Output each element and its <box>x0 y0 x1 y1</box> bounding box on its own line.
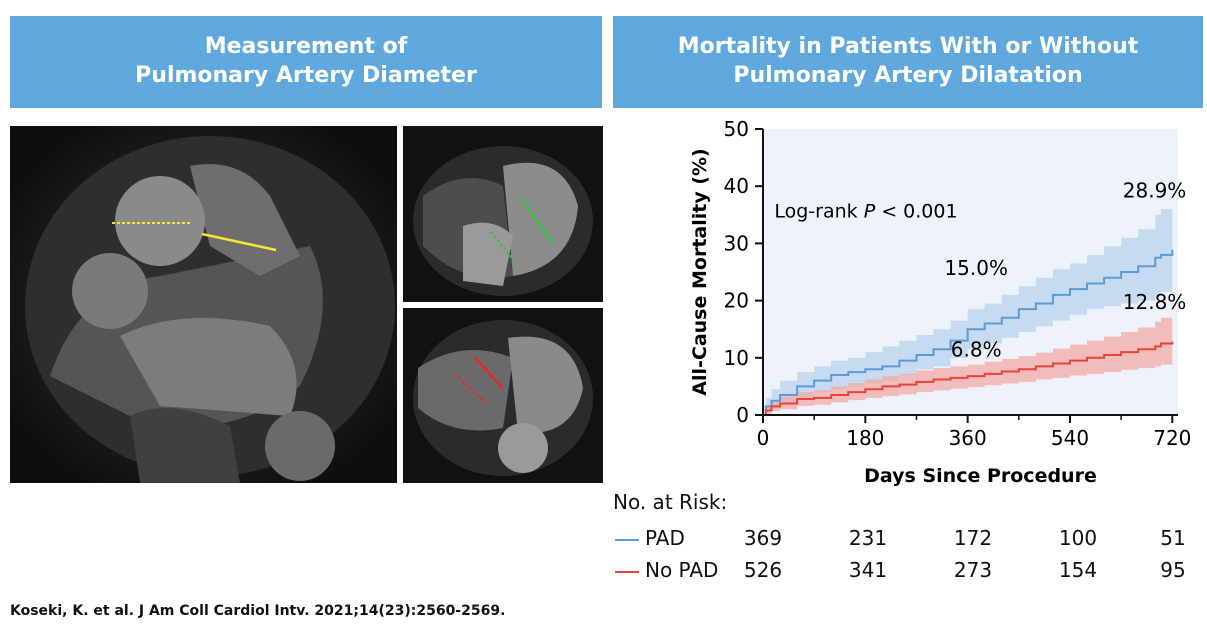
annotation-prefix: Log-rank <box>774 201 863 223</box>
annotation-p: P <box>864 201 876 223</box>
risk-row-no-pad: No PAD 526 341 273 154 95 <box>613 556 1203 586</box>
no-pad-legend-line <box>615 571 639 573</box>
risk-row-pad: PAD 369 231 172 100 51 <box>613 524 1203 554</box>
log-rank-annotation: Log-rank P < 0.001 <box>774 201 957 223</box>
no-pad-dotted-arrow <box>454 373 488 405</box>
point-label: 15.0% <box>944 256 1008 280</box>
y-tick-label: 40 <box>724 174 749 198</box>
risk-value: 95 <box>1160 558 1186 582</box>
citation: Koseki, K. et al. J Am Coll Cardiol Intv… <box>10 603 506 619</box>
y-axis-label: All-Cause Mortality (%) <box>689 148 711 395</box>
x-tick-label: 0 <box>757 426 770 450</box>
x-axis-label: Days Since Procedure <box>864 465 1097 487</box>
pad-dotted-arrow <box>490 231 516 263</box>
y-tick-label: 20 <box>724 289 749 313</box>
risk-value: 154 <box>1058 558 1098 582</box>
risk-value: 100 <box>1058 526 1098 550</box>
x-tick-label: 180 <box>846 426 884 450</box>
risk-value: 369 <box>743 526 783 550</box>
annotation-suffix: < 0.001 <box>875 201 957 223</box>
right-panel-banner: Mortality in Patients With or Without Pu… <box>613 16 1203 108</box>
left-banner-line-2: Pulmonary Artery Diameter <box>135 63 477 88</box>
pad-legend-line <box>615 539 639 541</box>
point-label: 12.8% <box>1123 290 1187 314</box>
x-tick-label: 720 <box>1153 426 1191 450</box>
risk-row-label: No PAD <box>645 558 719 582</box>
point-label: 6.8% <box>951 338 1002 362</box>
pad-confidence-band <box>763 206 1173 415</box>
point-label: 28.9% <box>1123 179 1187 203</box>
no-pad-solid-arrow <box>474 357 504 389</box>
pad-solid-arrow <box>519 197 555 245</box>
x-tick-label: 360 <box>949 426 987 450</box>
right-banner-line-1: Mortality in Patients With or Without <box>677 34 1139 60</box>
ct-axial-scan <box>10 126 397 483</box>
left-banner-line-1: Measurement of <box>204 34 408 60</box>
risk-value: 273 <box>953 558 993 582</box>
ct-four-chamber-scan-no-pad <box>403 308 603 483</box>
pad-survival-line <box>763 249 1174 416</box>
no-pad-survival-line <box>763 341 1174 416</box>
y-tick-label: 0 <box>736 403 749 427</box>
risk-value: 172 <box>953 526 993 550</box>
y-tick-label: 50 <box>724 117 749 141</box>
x-tick-label: 540 <box>1051 426 1089 450</box>
number-at-risk-table: No. at Risk: PAD 369 231 172 100 51 No P… <box>613 490 1203 590</box>
risk-value: 231 <box>848 526 888 550</box>
left-panel-banner: Measurement of Pulmonary Artery Diameter <box>10 16 602 108</box>
risk-value: 341 <box>848 558 888 582</box>
y-tick-label: 10 <box>724 346 749 370</box>
risk-value: 51 <box>1160 526 1186 550</box>
y-tick-label: 30 <box>724 231 749 255</box>
mortality-chart: 0 10 20 30 40 50 0 180 360 540 720 Log-rank P < 0.… <box>689 117 1191 487</box>
risk-value: 526 <box>743 558 783 582</box>
right-banner-line-2: Pulmonary Artery Dilatation <box>733 63 1083 88</box>
axial-solid-arrow <box>201 232 277 252</box>
risk-table-title: No. at Risk: <box>613 490 728 514</box>
risk-row-label: PAD <box>645 526 685 550</box>
ct-four-chamber-scan-pad <box>403 126 603 302</box>
